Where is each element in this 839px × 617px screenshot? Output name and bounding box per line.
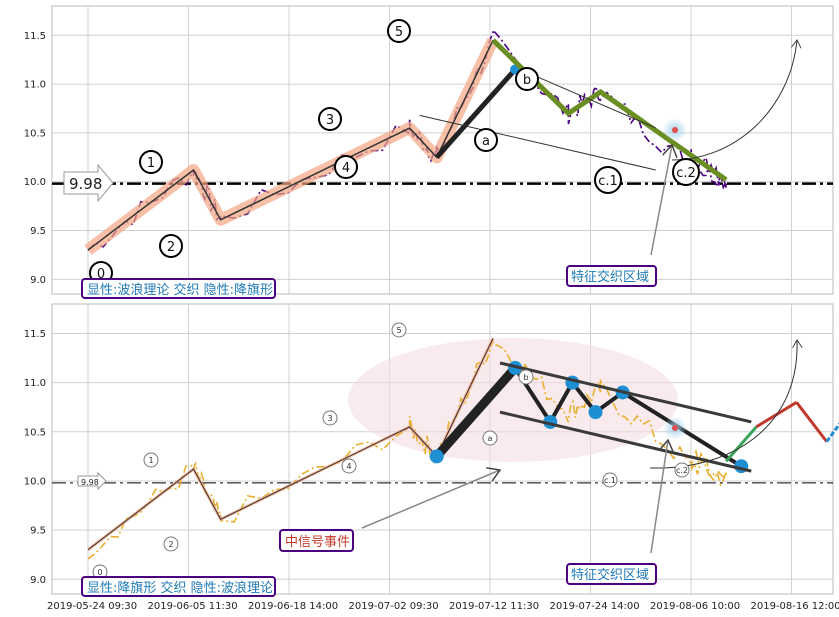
x-tick-label: 2019-06-05 11:30 [148,601,238,612]
target-point [672,425,678,431]
x-tick-label: 2019-07-02 09:30 [349,601,439,612]
flag-marker [588,405,603,420]
x-tick-label: 2019-06-18 14:00 [248,601,338,612]
bottom-grid [52,304,833,594]
wave-label-circle [139,150,163,174]
y-tick-label: 9.0 [30,575,46,586]
y-tick-label: 10.5 [24,128,46,139]
top-callout-box: 特征交织区域 [566,265,657,287]
wave-overlays [84,37,839,554]
wave-label-circle [474,128,498,152]
wave-label-text: 2 [168,540,173,549]
y-tick-label: 11.5 [24,31,46,42]
flag-zone-ellipse [348,338,678,462]
bottom-annotation-text: 显性:降旗形 交织 隐性:波浪理论 [87,580,273,596]
wave-label-text: c.2 [676,466,688,475]
y-tick-label: 10.0 [24,476,46,487]
top-annotation-text: 显性:波浪理论 交织 隐性:降旗形 [87,282,273,298]
top-callout-text: 特征交织区域 [571,269,649,285]
channel-lower [419,114,656,171]
projection-arrow [671,40,797,161]
wave-label-text: 0 [97,568,102,577]
wave-label-text: 1 [148,456,153,465]
axis-ticks: 9.0 9.5 10.0 10.5 11.0 11.5 9.0 9.5 10.0 10.5 11.0… [24,31,839,612]
wave-label-circle [322,410,338,426]
wave-label-circle [602,472,618,488]
event-label-box: 中信号事件 [279,529,354,552]
top-annotation-box: 显性:波浪理论 交织 隐性:降旗形 [81,278,276,299]
wave-label-circle [482,430,498,446]
wave-label-text: 2 [167,240,175,255]
wave-label-text: a [482,134,490,149]
impulse-wave [87,338,494,551]
y-tick-label: 10.0 [24,177,46,188]
event-label-text: 中信号事件 [285,535,350,550]
reference-marker-top: 9.98 [63,163,114,203]
breakout-line [433,364,519,460]
wave-label-circle [515,67,539,91]
bottom-callout-box: 特征交织区域 [566,563,657,585]
wave-label-circle [387,19,411,43]
breakout-line [434,67,517,159]
event-pointer [361,470,500,529]
y-tick-label: 10.5 [24,427,46,438]
wave-label-circle [391,322,407,338]
wave-label-text: c.1 [604,476,616,485]
x-tick-label: 2019-08-06 10:00 [650,601,740,612]
y-tick-label: 11.5 [24,329,46,340]
wave-label-circle [594,166,622,194]
wave-label-text: b [523,73,531,88]
wave-label-text: 0 [97,267,105,282]
bottom-callout-text: 特征交织区域 [571,567,649,583]
x-tick-label: 2019-08-16 12:00 [751,601,839,612]
projection-segment [725,425,758,463]
wave-label-circle [518,369,534,385]
wave-label-text: 5 [396,326,401,335]
reference-marker-bottom: 9.98 [77,471,107,491]
wave-label-circle [674,462,690,478]
wave-label-text: c.1 [598,174,618,189]
x-tick-label: 2019-05-24 09:30 [47,601,137,612]
x-tick-label: 2019-07-24 14:00 [550,601,640,612]
wave-label-text: 1 [147,156,155,171]
wave-label-circle [318,107,342,131]
y-tick-label: 11.0 [24,378,46,389]
x-tick-label: 2019-07-12 11:30 [449,601,539,612]
wave-label-circle [341,458,357,474]
wave-label-text: 5 [395,25,403,40]
y-tick-label: 9.5 [30,526,46,537]
wave-label-text: a [488,434,493,443]
wave-label-circle [334,155,358,179]
flag-zigzag [513,366,743,468]
wave-label-text: 4 [342,161,350,176]
wave-label-text: 3 [326,113,334,128]
flag-marker [429,449,444,464]
wave-label-text: b [523,373,528,382]
channel-upper [519,68,657,129]
callout-pointer [650,145,672,256]
wave-label-text: 3 [327,414,332,423]
flag-channel-upper [499,361,752,424]
reference-level-top: 9.98 [69,175,102,193]
callout-pointer [650,440,668,554]
wave-label-circle [159,234,183,258]
flag-channel-lower [499,410,752,473]
wave-labels: 0 1 2 3 4 5 a b c.1 c.2 0 1 2 3 4 5 a b c.1 c.2 [89,19,700,580]
y-tick-label: 9.5 [30,226,46,237]
bottom-annotation-box: 显性:降旗形 交织 隐性:波浪理论 [81,576,276,597]
impulse-wave [87,39,494,251]
y-tick-label: 9.0 [30,275,46,286]
y-tick-label: 11.0 [24,80,46,91]
wave-label-circle [672,158,700,186]
wave-label-text: 4 [346,462,351,471]
reference-level-bottom: 9.98 [81,478,99,487]
wave-label-circle [163,536,179,552]
projection-segment [795,401,828,443]
wave-label-circle [143,452,159,468]
target-point [672,127,678,133]
wave-label-text: c.2 [676,166,696,181]
